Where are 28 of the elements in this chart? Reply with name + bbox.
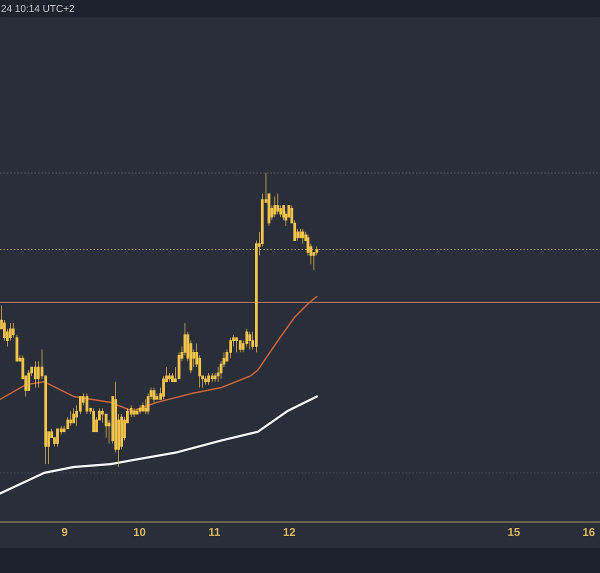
x-tick-label: 16 (583, 528, 595, 536)
candlestick (238, 340, 242, 353)
candlestick (229, 337, 232, 359)
candlestick (92, 408, 95, 432)
x-tick-label: 15 (508, 528, 520, 536)
x-tick-label: 12 (284, 528, 296, 536)
candlestick (34, 360, 37, 388)
candlestick (16, 334, 18, 362)
text: 24 10:14 UTC+2 (1, 4, 74, 12)
x-tick-label: 11 (209, 528, 220, 536)
candlestick (210, 372, 214, 382)
candlestick (142, 402, 144, 412)
x-tick-label: 9 (62, 528, 68, 536)
x-tick-label: 10 (134, 528, 146, 536)
candlestick (301, 228, 304, 244)
candlestick (235, 337, 238, 353)
candlestick (12, 322, 15, 338)
candlestick (204, 376, 207, 386)
candlestick (138, 404, 142, 414)
candlestick (132, 408, 136, 418)
candlestick (72, 408, 76, 424)
candlestick (69, 410, 72, 426)
candlestick (86, 393, 88, 414)
candlestick (152, 387, 156, 403)
candlestick (207, 372, 210, 386)
candlestick (56, 428, 59, 447)
candlestick (248, 331, 252, 350)
candlestick (136, 408, 138, 414)
